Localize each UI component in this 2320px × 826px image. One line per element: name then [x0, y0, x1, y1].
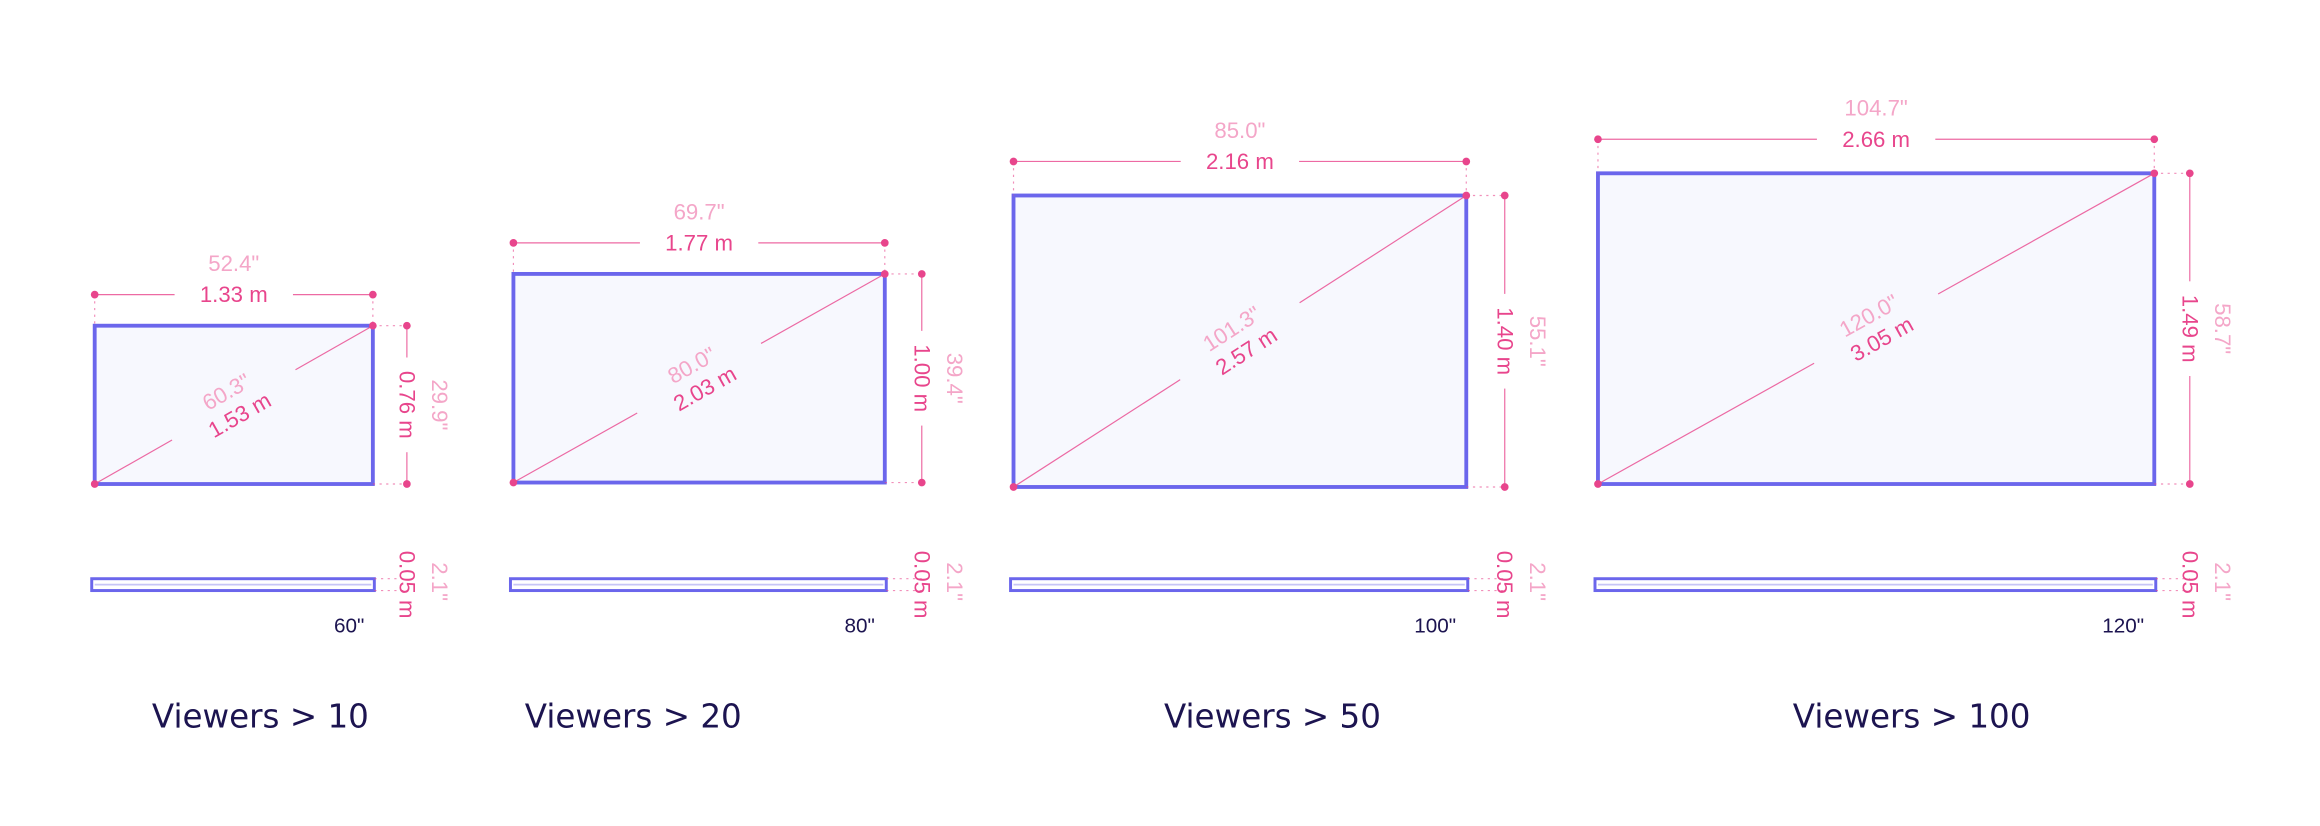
depth-meters-label: 0.05 m — [909, 551, 934, 619]
height-meters-label: 1.49 m — [2177, 295, 2202, 363]
height-inches-label: 39.4" — [942, 353, 967, 404]
depth-inches-label: 2.1" — [2210, 562, 2235, 601]
dimension-endpoint — [90, 480, 99, 488]
depth-meters-label: 0.05 m — [2177, 551, 2202, 619]
diagonal-line — [1299, 195, 1467, 304]
height-meters-label: 1.40 m — [1492, 307, 1517, 375]
depth-meters-label: 0.05 m — [394, 551, 419, 619]
dimension-endpoint — [1009, 483, 1018, 491]
screen-size-label: 100" — [1414, 615, 1456, 638]
width-meters-label: 1.77 m — [665, 230, 733, 255]
dimension-endpoint — [509, 238, 518, 247]
dimension-endpoint — [403, 480, 411, 488]
dimension-endpoint — [2150, 135, 2159, 144]
diagonal-line — [1937, 172, 2155, 295]
width-inches-label: 85.0" — [1214, 118, 1265, 143]
height-inches-label: 55.1" — [1525, 316, 1550, 367]
audience-title: Viewers > 50 — [1164, 697, 1381, 735]
dimension-endpoint — [917, 478, 926, 487]
audience-title: Viewers > 10 — [152, 697, 369, 735]
diagonal-line — [760, 273, 886, 344]
dimension-endpoint — [1594, 480, 1602, 488]
height-meters-label: 0.76 m — [394, 371, 419, 439]
dimension-endpoint — [917, 270, 926, 278]
dimension-endpoint — [403, 321, 411, 330]
width-inches-label: 104.7" — [1844, 96, 1907, 121]
dimension-endpoint — [369, 321, 377, 330]
dimension-endpoint — [1009, 157, 1018, 166]
screen-size-label: 60" — [334, 615, 364, 638]
dimension-endpoint — [90, 290, 99, 299]
height-meters-label: 1.00 m — [909, 344, 934, 412]
width-meters-label: 1.33 m — [200, 282, 268, 307]
diagonal-line — [513, 412, 638, 484]
width-inches-label: 69.7" — [674, 199, 725, 224]
diagonal-line — [1013, 379, 1181, 488]
diagonal-line — [94, 439, 173, 485]
depth-meters-label: 0.05 m — [1492, 551, 1517, 619]
diagonal-line — [1597, 362, 1815, 485]
height-inches-label: 58.7" — [2210, 303, 2235, 354]
dimension-endpoint — [2185, 480, 2194, 488]
dimension-endpoint — [509, 478, 518, 487]
dimension-endpoint — [1500, 483, 1509, 491]
depth-inches-label: 2.1" — [1525, 562, 1550, 601]
width-meters-label: 2.16 m — [1206, 149, 1274, 174]
screen-group: 101.3"2.57 m2.16 m85.0"1.40 m 55.1"0.05 m… — [1009, 118, 1550, 735]
dimension-endpoint — [1462, 157, 1471, 166]
depth-inches-label: 2.1" — [427, 562, 452, 601]
audience-title: Viewers > 20 — [525, 697, 742, 735]
screen-size-label: 120" — [2102, 615, 2144, 638]
audience-title: Viewers > 100 — [1793, 697, 2031, 735]
width-meters-label: 2.66 m — [1842, 127, 1910, 152]
dimension-endpoint — [1594, 135, 1602, 144]
dimension-endpoint — [880, 238, 889, 247]
dimension-endpoint — [1500, 191, 1509, 200]
dimension-endpoint — [2185, 169, 2194, 178]
diagonal-line — [295, 325, 374, 371]
screen-size-label: 80" — [844, 615, 874, 638]
width-inches-label: 52.4" — [208, 251, 259, 276]
dimension-endpoint — [369, 290, 377, 299]
depth-inches-label: 2.1" — [942, 562, 967, 601]
height-inches-label: 29.9" — [427, 379, 452, 430]
